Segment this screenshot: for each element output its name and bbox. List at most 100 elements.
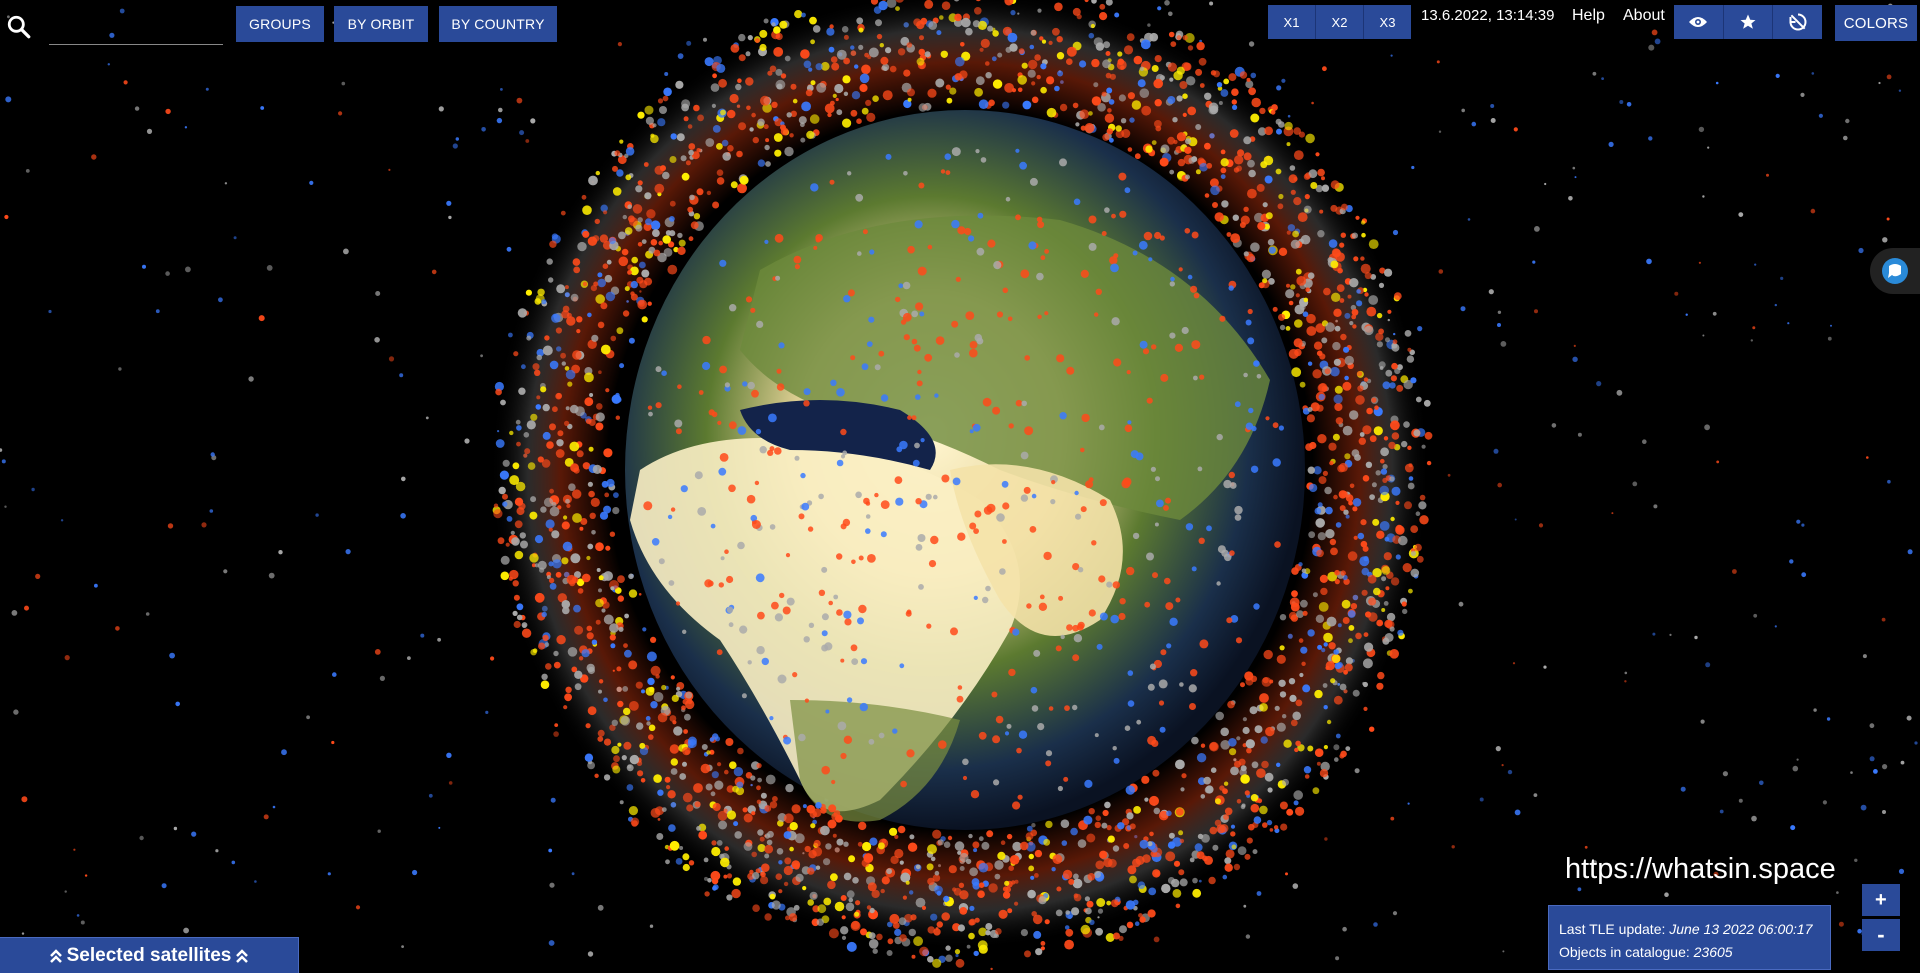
satellite-dot[interactable] xyxy=(1004,0,1014,6)
satellite-dot[interactable] xyxy=(641,239,647,245)
satellite-dot[interactable] xyxy=(726,606,734,613)
satellite-dot[interactable] xyxy=(526,335,532,341)
satellite-dot[interactable] xyxy=(1383,601,1389,606)
satellite-dot[interactable] xyxy=(1262,677,1269,684)
satellite-dot[interactable] xyxy=(1093,82,1099,88)
satellite-dot[interactable] xyxy=(997,851,1006,861)
satellite-dot[interactable] xyxy=(1060,819,1070,828)
satellite-dot[interactable] xyxy=(895,296,901,303)
satellite-dot[interactable] xyxy=(570,553,581,564)
satellite-dot[interactable] xyxy=(1091,0,1097,4)
satellite-dot[interactable] xyxy=(1410,377,1417,384)
satellite-dot[interactable] xyxy=(698,830,708,840)
satellite-dot[interactable] xyxy=(1080,125,1086,131)
satellite-dot[interactable] xyxy=(1059,103,1068,112)
satellite-dot[interactable] xyxy=(776,368,782,374)
satellite-dot[interactable] xyxy=(969,348,978,358)
satellite-dot[interactable] xyxy=(1056,36,1063,43)
satellite-dot[interactable] xyxy=(894,476,903,484)
satellite-dot[interactable] xyxy=(872,95,879,102)
satellite-dot[interactable] xyxy=(580,518,588,525)
satellite-dot[interactable] xyxy=(1175,597,1181,603)
satellite-dot[interactable] xyxy=(588,175,598,186)
satellite-dot[interactable] xyxy=(1165,602,1174,611)
satellite-dot[interactable] xyxy=(640,778,646,783)
satellite-dot[interactable] xyxy=(834,901,845,912)
satellite-dot[interactable] xyxy=(982,397,992,407)
satellite-dot[interactable] xyxy=(794,10,803,19)
satellite-dot[interactable] xyxy=(848,897,854,903)
satellite-dot[interactable] xyxy=(1274,541,1281,548)
satellite-dot[interactable] xyxy=(1179,878,1188,887)
satellite-dot[interactable] xyxy=(1119,598,1126,605)
satellite-dot[interactable] xyxy=(969,341,978,349)
satellite-dot[interactable] xyxy=(1167,62,1177,72)
satellite-dot[interactable] xyxy=(604,274,613,283)
satellite-dot[interactable] xyxy=(1057,785,1063,792)
satellite-dot[interactable] xyxy=(595,422,604,431)
satellite-dot[interactable] xyxy=(610,335,617,342)
satellite-dot[interactable] xyxy=(670,768,678,775)
satellite-dot[interactable] xyxy=(737,183,747,194)
satellite-dot[interactable] xyxy=(841,26,849,33)
satellite-dot[interactable] xyxy=(754,480,760,486)
favorites-button[interactable] xyxy=(1724,5,1774,39)
satellite-dot[interactable] xyxy=(1291,590,1298,598)
satellite-dot[interactable] xyxy=(818,493,824,500)
satellite-dot[interactable] xyxy=(858,555,864,561)
satellite-dot[interactable] xyxy=(1224,807,1233,816)
satellite-dot[interactable] xyxy=(1064,925,1070,930)
satellite-dot[interactable] xyxy=(1274,705,1280,711)
satellite-dot[interactable] xyxy=(681,172,690,181)
satellite-dot[interactable] xyxy=(678,239,686,247)
satellite-dot[interactable] xyxy=(747,660,752,665)
satellite-dot[interactable] xyxy=(895,0,904,3)
satellite-dot[interactable] xyxy=(1310,182,1318,189)
satellite-dot[interactable] xyxy=(1007,316,1013,322)
satellite-dot[interactable] xyxy=(771,601,779,610)
satellite-dot[interactable] xyxy=(1308,169,1318,179)
satellite-dot[interactable] xyxy=(842,118,852,128)
satellite-dot[interactable] xyxy=(951,219,960,229)
satellite-dot[interactable] xyxy=(1250,242,1260,252)
satellite-dot[interactable] xyxy=(572,513,582,523)
satellite-dot[interactable] xyxy=(595,619,601,625)
satellite-dot[interactable] xyxy=(515,419,521,425)
satellite-dot[interactable] xyxy=(778,860,783,865)
satellite-dot[interactable] xyxy=(593,281,599,287)
satellite-dot[interactable] xyxy=(976,337,984,345)
satellite-dot[interactable] xyxy=(1406,355,1415,363)
satellite-dot[interactable] xyxy=(719,259,727,267)
satellite-dot[interactable] xyxy=(1227,700,1235,709)
satellite-dot[interactable] xyxy=(1145,145,1153,153)
satellite-dot[interactable] xyxy=(793,904,800,911)
satellite-dot[interactable] xyxy=(1314,689,1323,699)
satellite-dot[interactable] xyxy=(755,868,761,874)
satellite-dot[interactable] xyxy=(1231,88,1239,96)
satellite-dot[interactable] xyxy=(773,26,781,34)
satellite-dot[interactable] xyxy=(1125,900,1136,910)
satellite-dot[interactable] xyxy=(1129,823,1136,830)
satellite-dot[interactable] xyxy=(848,855,856,863)
satellite-dot[interactable] xyxy=(668,580,675,586)
satellite-dot[interactable] xyxy=(1141,775,1150,784)
satellite-dot[interactable] xyxy=(1002,502,1010,510)
satellite-dot[interactable] xyxy=(542,634,549,642)
satellite-dot[interactable] xyxy=(712,802,721,812)
satellite-dot[interactable] xyxy=(587,312,592,318)
satellite-dot[interactable] xyxy=(1336,284,1345,292)
satellite-dot[interactable] xyxy=(1074,490,1079,496)
satellite-dot[interactable] xyxy=(946,900,953,907)
satellite-dot[interactable] xyxy=(497,537,505,545)
satellite-dot[interactable] xyxy=(886,868,892,875)
satellite-dot[interactable] xyxy=(946,97,953,104)
satellite-dot[interactable] xyxy=(894,848,904,859)
satellite-dot[interactable] xyxy=(1331,654,1341,663)
satellite-dot[interactable] xyxy=(591,530,596,535)
satellite-dot[interactable] xyxy=(1373,426,1383,436)
satellite-dot[interactable] xyxy=(945,954,953,962)
satellite-dot[interactable] xyxy=(1312,592,1318,598)
satellite-dot[interactable] xyxy=(871,889,880,899)
satellite-dot[interactable] xyxy=(1048,706,1054,711)
satellite-dot[interactable] xyxy=(1419,515,1429,525)
